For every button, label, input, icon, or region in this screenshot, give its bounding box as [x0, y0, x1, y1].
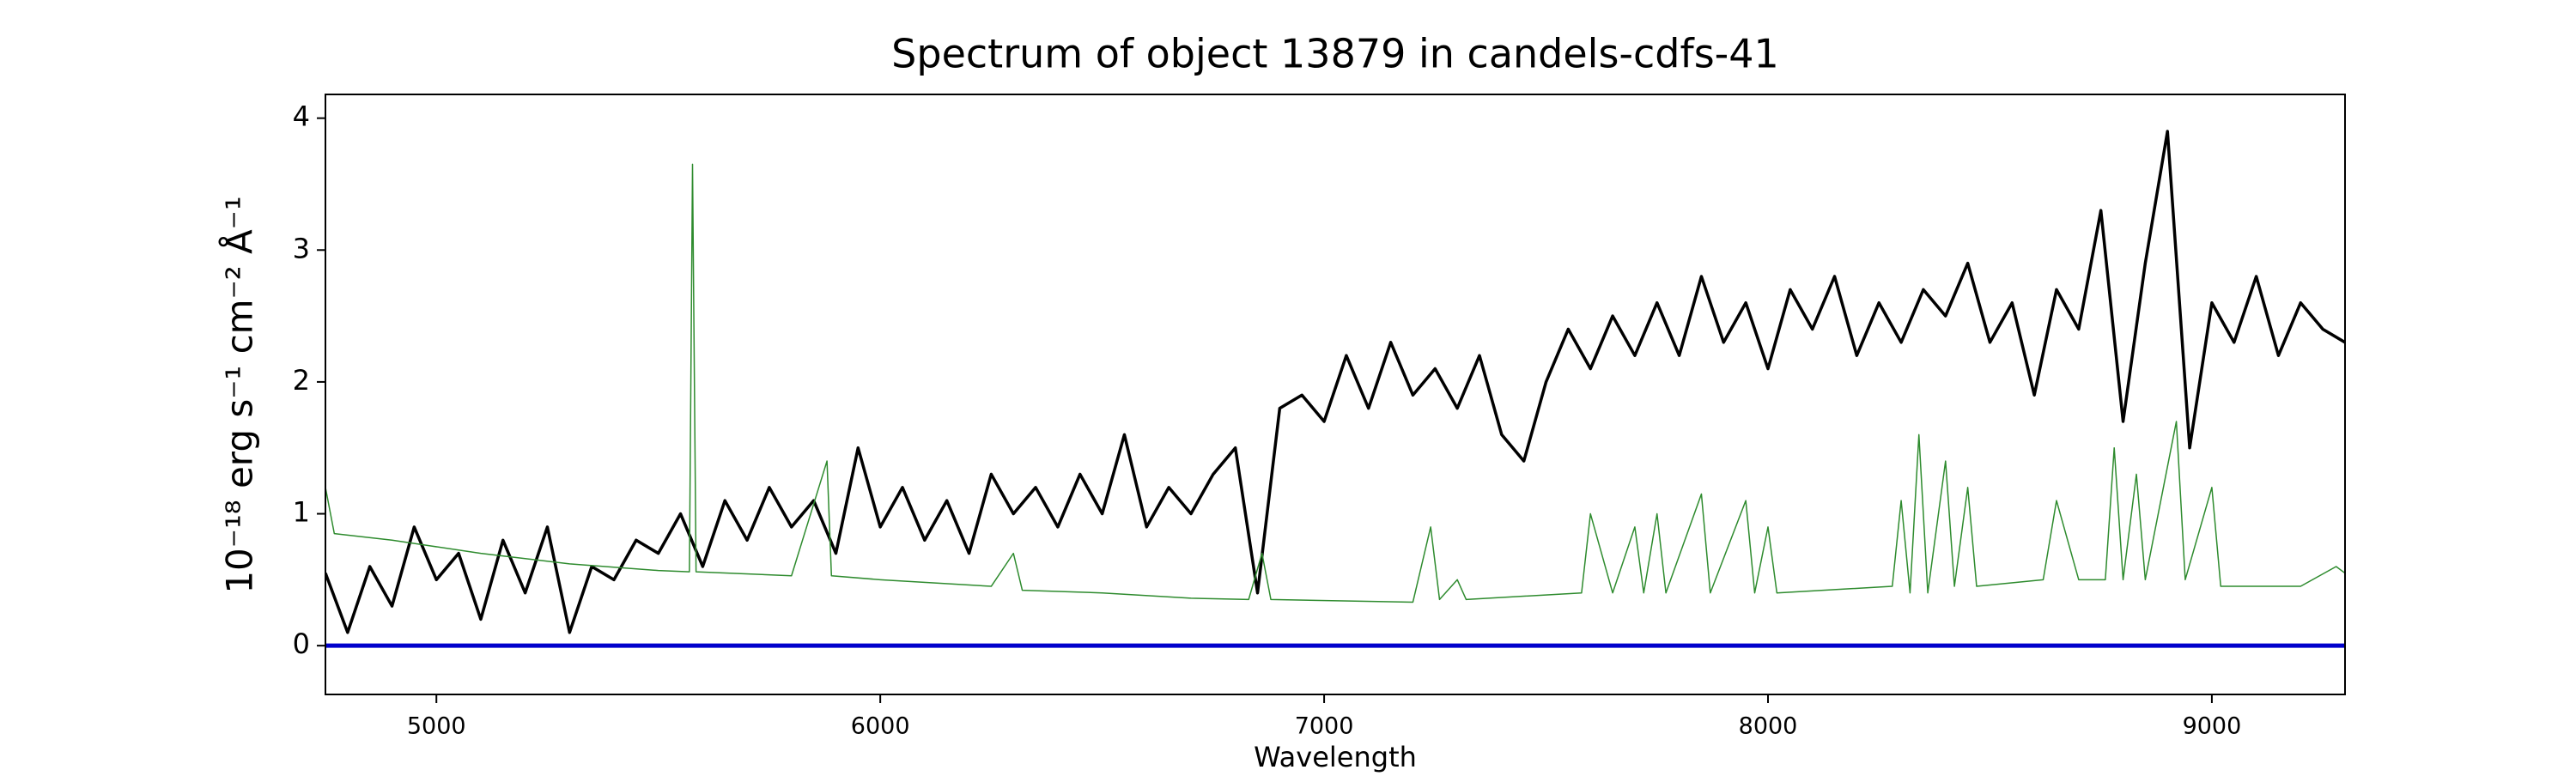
spectrum-line [325, 130, 2345, 634]
chart-title: Spectrum of object 13879 in candels-cdfs… [891, 31, 1779, 77]
plot-frame [325, 94, 2346, 695]
spectrum-line [325, 163, 2345, 603]
x-tick-label: 7000 [1295, 713, 1354, 740]
y-tick-label: 3 [293, 232, 310, 264]
y-tick-label: 0 [293, 627, 310, 660]
x-tick-label: 9000 [2183, 713, 2242, 740]
y-tick-label: 2 [293, 364, 310, 397]
x-tick-label: 6000 [851, 713, 910, 740]
x-tick-label: 5000 [407, 713, 466, 740]
y-tick-label: 1 [293, 496, 310, 529]
x-axis-label: Wavelength [1254, 741, 1417, 773]
x-tick-label: 8000 [1739, 713, 1798, 740]
y-tick-label: 4 [293, 100, 310, 133]
y-axis-label: 10⁻¹⁸ erg s⁻¹ cm⁻² Å⁻¹ [218, 196, 261, 593]
